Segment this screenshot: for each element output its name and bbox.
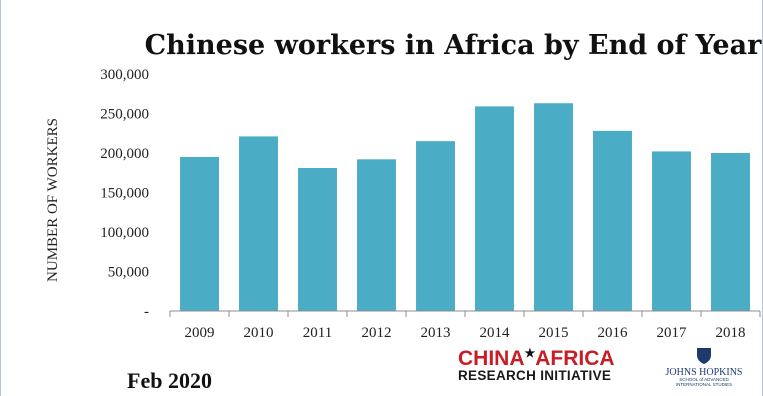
x-tick-label: 2016 [598, 325, 629, 341]
johns-hopkins-logo: JOHNS HOPKINS SCHOOL of ADVANCED INTERNA… [666, 348, 743, 387]
x-tick-labels: 2009 2010 2011 2012 2013 2014 2015 2016 2017 2018 [169, 311, 761, 341]
x-tick-label: 2010 [244, 325, 274, 341]
bar-2010 [239, 136, 278, 311]
x-tick-label: 2012 [362, 325, 392, 341]
china-africa-logo: CHINA★AFRICA RESEARCH INITIATIVE [458, 346, 615, 383]
y-tick-label: - [144, 304, 149, 320]
bar-2009 [180, 156, 219, 311]
x-tick-label: 2018 [716, 325, 746, 341]
footer-date: Feb 2020 [127, 368, 212, 393]
x-tick-label: 2015 [539, 325, 569, 341]
chart-title: Chinese workers in Africa by End of Year [145, 30, 762, 61]
jh-shield-icon [697, 348, 711, 364]
y-tick-label: 300,000 [100, 67, 149, 83]
y-axis-label: NUMBER OF WORKERS [45, 118, 61, 282]
x-tick-label: 2013 [421, 325, 451, 341]
bar-2017 [652, 151, 691, 311]
y-tick-label: 100,000 [100, 225, 149, 241]
bar-2016 [593, 130, 632, 311]
y-tick-label: 50,000 [108, 265, 149, 281]
x-tick-label: 2017 [657, 325, 688, 341]
y-tick-label: 150,000 [100, 186, 149, 202]
y-tick-label: 200,000 [100, 146, 149, 162]
y-tick-labels: - 50,000 100,000 150,000 200,000 250,000 300,0… [100, 67, 149, 320]
y-tick-label: 250,000 [100, 107, 149, 123]
x-tick-label: 2014 [480, 325, 511, 341]
logo-china: CHINA [458, 347, 525, 370]
x-tick-label: 2011 [303, 325, 332, 341]
logo-africa: AFRICA [535, 347, 614, 370]
bar-2015 [534, 103, 573, 311]
svg-text:CHINA★AFRICA: CHINA★AFRICA [458, 346, 615, 370]
bar-2018 [711, 153, 750, 311]
logo-research-initiative: RESEARCH INITIATIVE [458, 368, 611, 383]
x-tick-label: 2009 [185, 325, 215, 341]
bar-2013 [416, 141, 455, 311]
logo-star-icon: ★ [525, 346, 536, 360]
jh-name: JOHNS HOPKINS [666, 367, 743, 378]
bar-2012 [357, 159, 396, 311]
bar-2014 [475, 106, 514, 311]
bars [180, 103, 750, 311]
bar-2011 [298, 168, 337, 311]
jh-studies: INTERNATIONAL STUDIES [676, 382, 732, 387]
jh-school: SCHOOL of ADVANCED [679, 377, 729, 382]
